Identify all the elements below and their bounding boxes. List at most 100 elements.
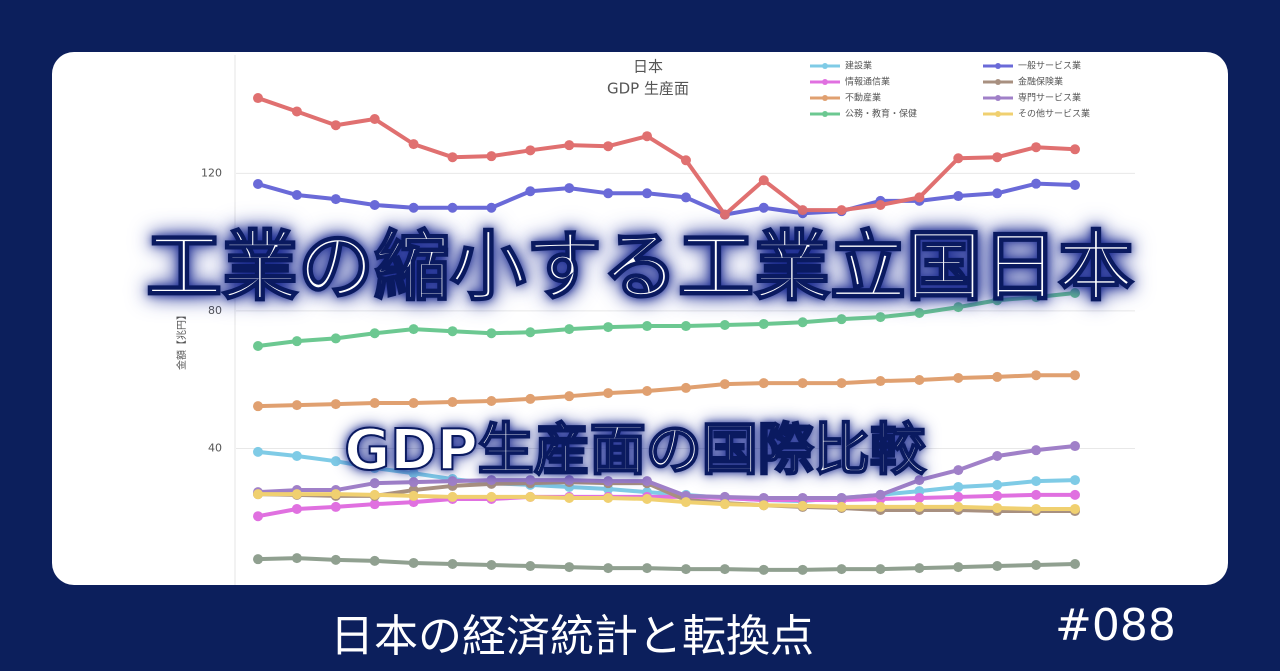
data-point bbox=[1070, 180, 1080, 191]
data-point bbox=[369, 478, 380, 489]
data-point bbox=[836, 501, 847, 512]
legend-label: 公務・教育・保健 bbox=[845, 108, 917, 120]
data-point bbox=[758, 492, 769, 503]
data-point bbox=[253, 179, 263, 190]
data-point bbox=[953, 302, 964, 313]
data-point bbox=[330, 333, 341, 344]
data-point bbox=[797, 564, 808, 575]
data-point bbox=[564, 391, 575, 402]
data-point bbox=[758, 378, 769, 389]
data-point bbox=[875, 376, 886, 387]
data-point bbox=[992, 188, 1003, 199]
data-point bbox=[603, 492, 614, 503]
data-point bbox=[253, 340, 263, 351]
data-point bbox=[330, 456, 341, 467]
data-point bbox=[1031, 370, 1042, 381]
data-point bbox=[914, 492, 925, 503]
data-point bbox=[330, 399, 341, 410]
data-point bbox=[1031, 476, 1042, 487]
data-point bbox=[447, 152, 458, 163]
data-point bbox=[291, 451, 302, 462]
data-point bbox=[447, 491, 458, 502]
data-point bbox=[291, 553, 302, 564]
data-point bbox=[564, 140, 575, 151]
legend-marker bbox=[995, 95, 1001, 101]
data-point bbox=[447, 558, 458, 569]
legend-label: その他サービス業 bbox=[1018, 108, 1090, 120]
data-point bbox=[525, 491, 536, 502]
data-point bbox=[408, 324, 419, 335]
data-point bbox=[253, 511, 263, 522]
data-point bbox=[875, 501, 886, 512]
data-point bbox=[291, 106, 302, 117]
data-point bbox=[408, 468, 419, 479]
data-point bbox=[369, 199, 380, 210]
data-point bbox=[1031, 445, 1042, 456]
data-point bbox=[291, 190, 302, 201]
data-point bbox=[758, 564, 769, 575]
data-point bbox=[564, 492, 575, 503]
data-point bbox=[836, 564, 847, 575]
data-point bbox=[719, 320, 730, 331]
legend-label: 不動産業 bbox=[845, 92, 881, 104]
series-line bbox=[257, 181, 1076, 217]
data-point bbox=[992, 490, 1003, 501]
y-tick-label: 120 bbox=[201, 166, 222, 179]
data-point bbox=[875, 199, 886, 210]
legend-marker bbox=[995, 63, 1001, 69]
data-point bbox=[291, 503, 302, 514]
data-point bbox=[291, 336, 302, 347]
data-point bbox=[1070, 144, 1080, 155]
data-point bbox=[836, 314, 847, 325]
data-point bbox=[914, 192, 925, 203]
data-point bbox=[486, 491, 497, 502]
data-point bbox=[642, 476, 653, 487]
legend-marker bbox=[995, 111, 1001, 117]
data-point bbox=[408, 557, 419, 568]
data-point bbox=[603, 563, 614, 574]
data-point bbox=[486, 475, 497, 486]
data-point bbox=[603, 141, 614, 152]
data-point bbox=[1070, 503, 1080, 514]
data-point bbox=[1031, 560, 1042, 571]
data-point bbox=[875, 564, 886, 575]
data-point bbox=[447, 397, 458, 408]
data-point bbox=[1031, 503, 1042, 514]
data-point bbox=[797, 205, 808, 216]
data-point bbox=[953, 191, 964, 202]
legend-marker bbox=[822, 63, 828, 69]
data-point bbox=[1070, 288, 1080, 299]
series-line bbox=[257, 480, 1075, 514]
data-point bbox=[564, 324, 575, 335]
legend-marker bbox=[995, 79, 1001, 85]
data-point bbox=[1070, 475, 1080, 486]
data-point bbox=[992, 295, 1003, 306]
data-point bbox=[953, 481, 964, 492]
data-point bbox=[992, 479, 1003, 490]
series-line bbox=[257, 373, 1075, 409]
legend-label: 情報通信業 bbox=[845, 76, 890, 88]
data-point bbox=[719, 209, 730, 220]
legend-label: 建設業 bbox=[845, 60, 872, 72]
data-point bbox=[758, 175, 769, 186]
data-point bbox=[603, 476, 614, 487]
data-point bbox=[603, 188, 614, 199]
series-line bbox=[257, 556, 1076, 572]
data-point bbox=[525, 393, 536, 404]
data-point bbox=[758, 500, 769, 511]
subheadline: GDP生産面の国際比較 bbox=[343, 417, 927, 484]
data-point bbox=[642, 188, 653, 199]
data-point bbox=[914, 307, 925, 318]
data-point bbox=[369, 398, 380, 409]
data-point bbox=[525, 475, 536, 486]
series-line bbox=[257, 492, 1075, 519]
data-point bbox=[953, 153, 964, 164]
data-point bbox=[408, 139, 419, 150]
y-axis-label: 金額【兆円】 bbox=[175, 310, 188, 370]
data-point bbox=[719, 499, 730, 510]
data-point bbox=[797, 378, 808, 389]
data-point bbox=[953, 491, 964, 502]
data-point bbox=[719, 564, 730, 575]
data-point bbox=[603, 388, 614, 399]
